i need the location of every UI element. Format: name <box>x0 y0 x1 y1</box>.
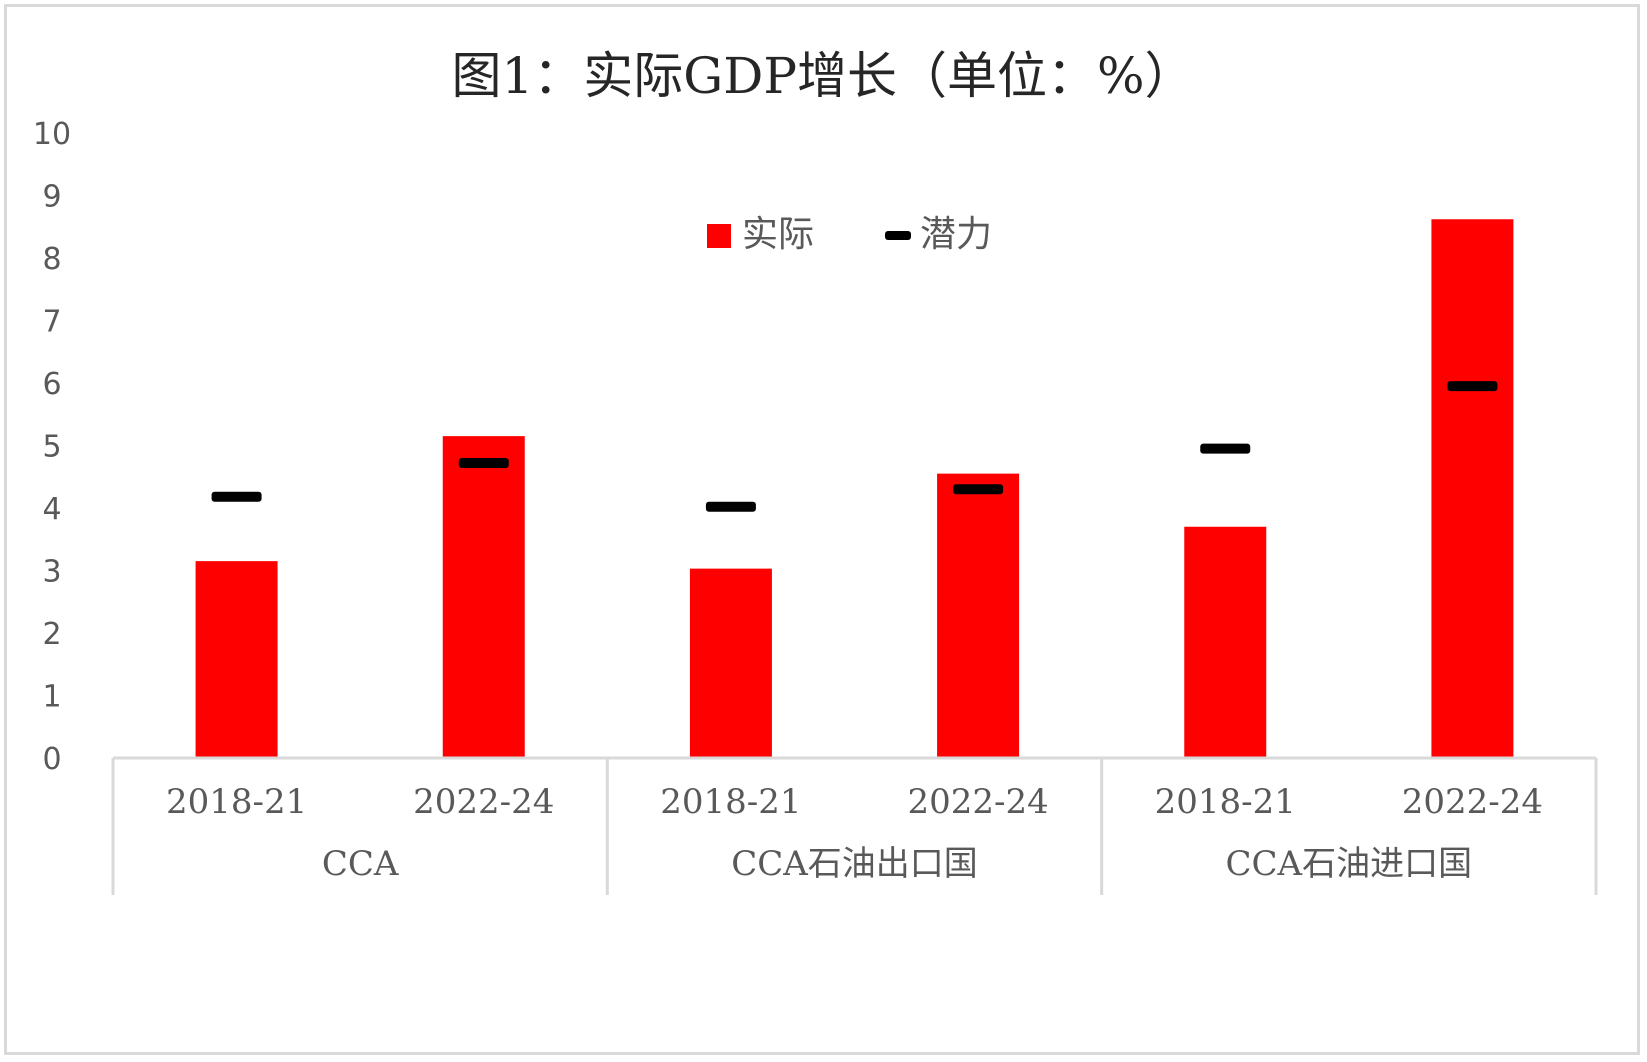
y-tick-label: 10 <box>33 117 71 152</box>
y-tick-label: 4 <box>42 492 61 527</box>
y-tick-label: 9 <box>42 180 61 215</box>
marker-potential <box>953 484 1004 495</box>
x-tick-label: 2018-21 <box>1155 782 1296 822</box>
y-tick-label: 7 <box>42 305 61 340</box>
legend: 实际 潜力 <box>707 214 992 255</box>
bar-actual <box>1184 526 1267 758</box>
x-tick-label: 2022-24 <box>907 782 1048 822</box>
bars <box>195 219 1514 758</box>
marker-potential <box>458 458 509 468</box>
legend-label-potential: 潜力 <box>920 214 992 255</box>
x-tick-label: 2022-24 <box>1402 782 1543 822</box>
bar-actual <box>937 473 1020 758</box>
bar-actual <box>689 568 772 758</box>
chart-frame <box>4 4 1640 1055</box>
marker-potential <box>1200 443 1251 454</box>
legend-label-actual: 实际 <box>742 214 814 255</box>
legend-swatch-potential <box>885 231 911 240</box>
x-tick-label: 2018-21 <box>166 782 307 822</box>
y-tick-label: 6 <box>42 367 61 402</box>
y-tick-label: 3 <box>42 555 61 590</box>
x-tick-label: 2018-21 <box>660 782 801 822</box>
y-tick-label: 8 <box>42 242 61 277</box>
markers <box>211 381 1498 512</box>
chart-title: 图1：实际GDP增长（单位：%） <box>452 47 1195 105</box>
marker-potential <box>211 491 262 502</box>
y-tick-label: 5 <box>42 430 61 465</box>
x-tick-label: 2022-24 <box>413 782 554 822</box>
bar-actual <box>442 436 525 758</box>
x-axis: 2018-21 2022-24 2018-21 2022-24 2018-21 2022-… <box>111 756 1598 895</box>
bar-actual <box>195 561 278 758</box>
group-label: CCA <box>322 844 399 884</box>
group-label: CCA石油进口国 <box>1226 844 1473 884</box>
y-tick-label: 1 <box>42 680 61 715</box>
bar-actual <box>1431 219 1514 758</box>
marker-potential <box>1447 381 1498 392</box>
y-axis: 0 1 2 3 4 5 6 7 8 9 10 <box>33 117 71 777</box>
group-label: CCA石油出口国 <box>731 844 978 884</box>
legend-swatch-actual <box>707 224 731 248</box>
y-tick-label: 2 <box>42 617 61 652</box>
marker-potential <box>705 501 756 512</box>
y-tick-label: 0 <box>42 742 61 777</box>
